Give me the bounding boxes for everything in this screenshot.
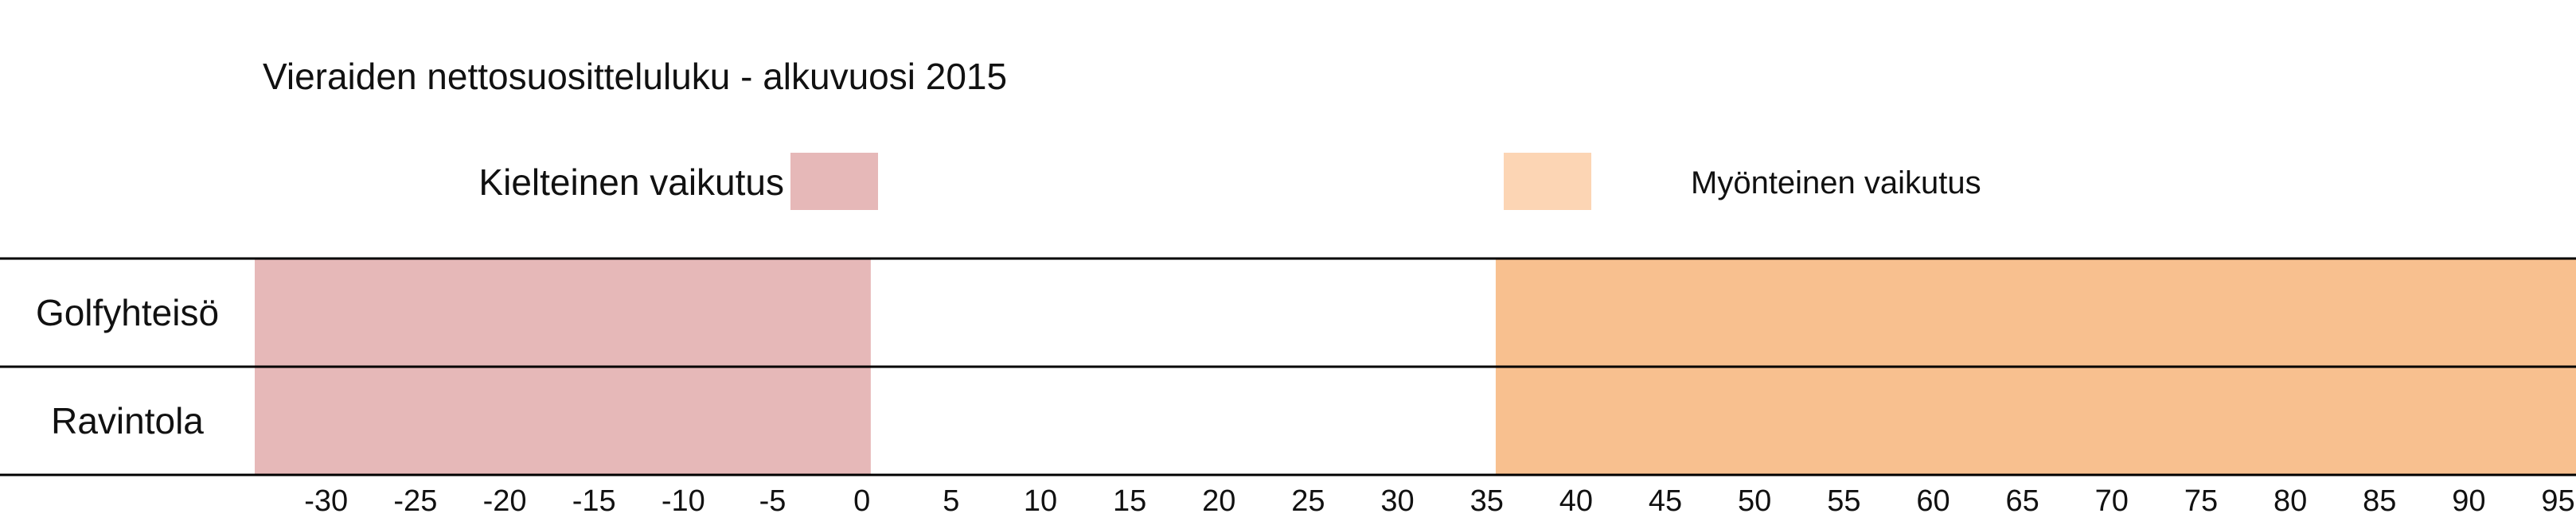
x-tick-label: 35 (1470, 484, 1504, 518)
bar-negative-2 (255, 367, 871, 475)
x-tick-label: 40 (1559, 484, 1593, 518)
x-tick-label: 5 (943, 484, 959, 518)
legend-label-positive: Myönteinen vaikutus (1691, 165, 1981, 200)
x-tick-label: 30 (1380, 484, 1414, 518)
x-tick-label: -15 (572, 484, 616, 518)
bar-positive-1 (1495, 259, 2576, 367)
x-tick-label: -20 (483, 484, 527, 518)
legend-label-negative: Kielteinen vaikutus (478, 161, 784, 203)
x-tick-label: 75 (2184, 484, 2218, 518)
x-tick-label: -25 (393, 484, 437, 518)
x-tick-label: 85 (2363, 484, 2396, 518)
x-tick-label: 50 (1738, 484, 1771, 518)
x-tick-label: 25 (1291, 484, 1325, 518)
bar-positive-2 (1495, 367, 2576, 475)
x-tick-label: 90 (2452, 484, 2485, 518)
x-tick-label: 80 (2274, 484, 2307, 518)
x-tick-label: -30 (304, 484, 348, 518)
bar-negative-1 (255, 259, 871, 367)
x-tick-label: 20 (1202, 484, 1235, 518)
x-tick-label: 15 (1113, 484, 1146, 518)
x-tick-label: 60 (1916, 484, 1950, 518)
chart-title: Vieraiden nettosuositteluluku - alkuvuos… (263, 56, 1007, 97)
x-tick-label: 45 (1649, 484, 1682, 518)
x-tick-label: 10 (1024, 484, 1057, 518)
x-tick-label: -5 (759, 484, 786, 518)
row-label-1: Golfyhteisö (36, 292, 219, 333)
x-axis-tick-labels: -30 -25 -20 -15 -10 -5 0 5 10 15 20 25 30 35 40 45 50 55 6… (304, 484, 2574, 518)
legend-swatch-positive (1504, 153, 1591, 210)
x-tick-label: 65 (2006, 484, 2039, 518)
x-tick-label: 95 (2541, 484, 2574, 518)
x-tick-label: 70 (2095, 484, 2129, 518)
row-labels: Golfyhteisö Ravintola (36, 292, 219, 441)
x-tick-label: 55 (1827, 484, 1860, 518)
row-lines (0, 257, 2576, 476)
x-tick-label: -10 (662, 484, 705, 518)
x-tick-label: 0 (853, 484, 870, 518)
legend-swatch-negative (790, 153, 878, 210)
bars-layer (255, 259, 2576, 475)
row-label-2: Ravintola (51, 400, 204, 441)
legend: Kielteinen vaikutus Myönteinen vaikutus (478, 153, 1981, 210)
